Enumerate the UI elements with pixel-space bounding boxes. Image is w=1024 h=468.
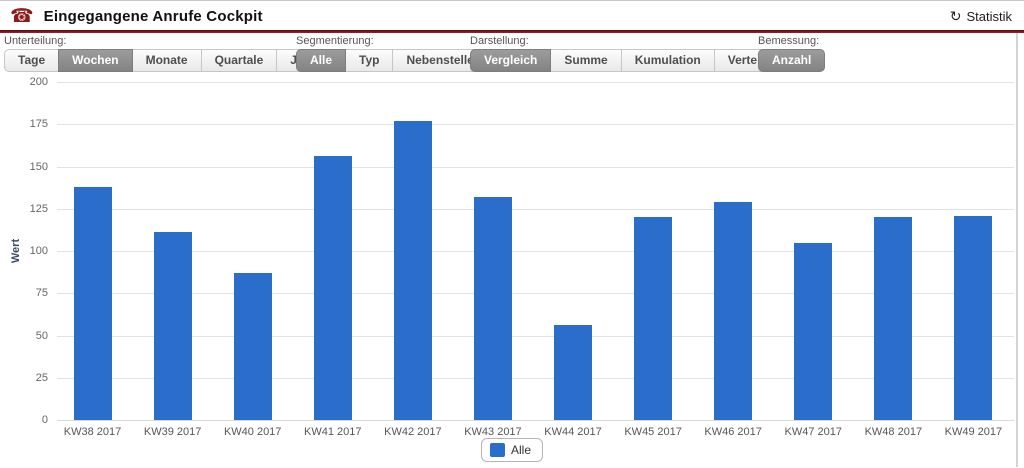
toolbar-button-wochen[interactable]: Wochen bbox=[58, 49, 133, 72]
statistik-button[interactable]: ↻ Statistik bbox=[946, 7, 1016, 26]
gridline-175 bbox=[57, 124, 1014, 126]
gridline-100 bbox=[57, 251, 1014, 252]
bar-kw49-2017[interactable] bbox=[954, 215, 993, 420]
y-tick-label: 0 bbox=[41, 414, 48, 426]
button-group: Vergleich Summe Kumulation Verteilung bbox=[470, 49, 800, 72]
toolbar-group-2: Darstellung: Vergleich Summe Kumulation Vert… bbox=[470, 35, 800, 72]
toolbar-group-label: Bemessung: bbox=[758, 35, 820, 47]
x-tick-label: KW43 2017 bbox=[464, 426, 522, 438]
bar-kw43-2017[interactable] bbox=[473, 196, 512, 420]
bar-chart: Wert Alle 0 25 50 75 100 125 150 175 200 KW38 201… bbox=[0, 71, 1024, 468]
gridline-125 bbox=[57, 208, 1014, 210]
toolbar-button-tage[interactable]: Tage bbox=[4, 49, 60, 72]
y-tick-label: 200 bbox=[29, 76, 48, 88]
bar-kw40-2017[interactable] bbox=[233, 272, 272, 420]
x-tick-label: KW39 2017 bbox=[143, 426, 202, 438]
x-tick-label: KW46 2017 bbox=[704, 426, 762, 438]
x-tick-label: KW47 2017 bbox=[784, 426, 842, 438]
legend-swatch bbox=[489, 443, 505, 457]
refresh-icon[interactable]: ↻ bbox=[949, 8, 962, 24]
toolbar-group-0: Unterteilung: TageWochenMonateQuartaleJah… bbox=[4, 35, 337, 72]
gridline-0 bbox=[57, 420, 1014, 421]
toolbar-button-alle[interactable]: Alle bbox=[296, 49, 347, 72]
button-group: Anzahl bbox=[758, 49, 826, 72]
x-tick-label: KW38 2017 bbox=[63, 426, 122, 438]
phone-icon: ☎ bbox=[10, 5, 34, 27]
button-group: Alle Typ Nebenstelle bbox=[296, 49, 488, 72]
x-tick-label: KW41 2017 bbox=[304, 426, 362, 438]
y-tick-label: 75 bbox=[35, 287, 48, 300]
bar-kw42-2017[interactable] bbox=[393, 120, 432, 420]
gridline-25 bbox=[57, 377, 1014, 379]
bar-kw45-2017[interactable] bbox=[634, 217, 673, 420]
bar-kw44-2017[interactable] bbox=[554, 325, 593, 420]
x-tick-label: KW45 2017 bbox=[624, 426, 682, 438]
toolbar-button-summe[interactable]: Summe bbox=[550, 49, 622, 72]
x-tick-label: KW44 2017 bbox=[544, 426, 602, 438]
y-tick-label: 50 bbox=[35, 329, 48, 342]
toolbar-button-typ[interactable]: Typ bbox=[345, 49, 394, 72]
bar-kw39-2017[interactable] bbox=[153, 232, 192, 420]
bar-kw38-2017[interactable] bbox=[73, 186, 112, 420]
legend-item-alle[interactable]: Alle bbox=[480, 438, 544, 462]
y-tick-label: 175 bbox=[29, 118, 48, 131]
y-tick-label: 100 bbox=[29, 245, 48, 257]
toolbar-button-anzahl[interactable]: Anzahl bbox=[758, 49, 826, 72]
header-divider bbox=[0, 30, 1024, 33]
toolbar-group-label: Darstellung: bbox=[470, 35, 529, 47]
toolbar-group-3: Bemessung: Anzahl bbox=[758, 35, 826, 72]
gridline-50 bbox=[57, 335, 1014, 337]
bar-kw47-2017[interactable] bbox=[794, 242, 833, 420]
bar-kw46-2017[interactable] bbox=[714, 201, 753, 420]
x-tick-label: KW40 2017 bbox=[223, 426, 282, 438]
toolbar-group-1: Segmentierung: Alle Typ Nebenstelle bbox=[296, 35, 488, 72]
toolbar-group-label: Segmentierung: bbox=[296, 35, 374, 47]
toolbar-button-monate[interactable]: Monate bbox=[131, 49, 202, 72]
bar-kw48-2017[interactable] bbox=[874, 217, 913, 420]
y-tick-label: 150 bbox=[29, 160, 48, 173]
gridline-200 bbox=[57, 82, 1014, 83]
header: ☎ Eingegangene Anrufe Cockpit ↻ Statisti… bbox=[0, 2, 1024, 30]
statistik-label: Statistik bbox=[966, 8, 1012, 24]
gridline-75 bbox=[57, 293, 1014, 295]
panel-right-edge bbox=[1016, 33, 1018, 467]
page-title: Eingegangene Anrufe Cockpit bbox=[43, 7, 263, 25]
button-group: TageWochenMonateQuartaleJahre bbox=[4, 49, 337, 72]
x-tick-label: KW49 2017 bbox=[944, 426, 1003, 438]
toolbar-button-vergleich[interactable]: Vergleich bbox=[470, 49, 552, 72]
y-tick-label: 125 bbox=[29, 202, 48, 215]
x-tick-label: KW42 2017 bbox=[384, 426, 442, 438]
y-tick-label: 25 bbox=[35, 371, 48, 384]
toolbar-group-label: Unterteilung: bbox=[4, 35, 67, 47]
toolbar-button-nebenstelle[interactable]: Nebenstelle bbox=[392, 49, 488, 72]
bar-kw41-2017[interactable] bbox=[313, 156, 352, 420]
gridline-150 bbox=[57, 166, 1014, 168]
toolbar-button-quartale[interactable]: Quartale bbox=[200, 49, 278, 72]
legend-label: Alle bbox=[510, 443, 532, 457]
toolbar-button-kumulation[interactable]: Kumulation bbox=[620, 49, 715, 72]
x-tick-label: KW48 2017 bbox=[864, 426, 923, 438]
